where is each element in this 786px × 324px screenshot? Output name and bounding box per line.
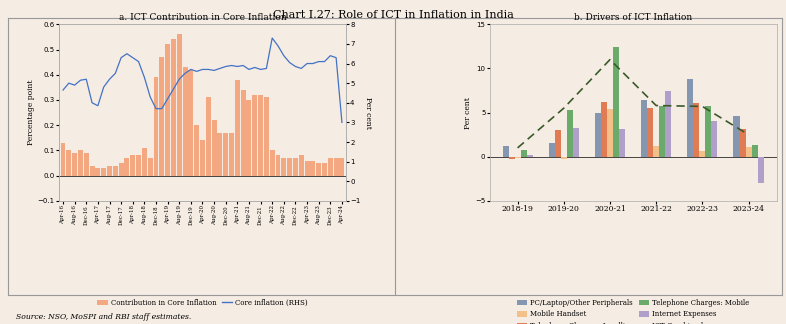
Bar xyxy=(567,110,573,157)
Bar xyxy=(527,155,533,157)
Bar xyxy=(653,146,659,157)
Bar xyxy=(745,147,751,157)
Bar xyxy=(113,166,118,176)
Bar xyxy=(142,148,147,176)
Bar xyxy=(595,113,601,157)
Bar xyxy=(107,166,112,176)
Bar xyxy=(711,122,718,157)
Bar xyxy=(258,95,263,176)
Bar xyxy=(287,158,292,176)
Bar xyxy=(322,163,327,176)
Bar xyxy=(607,109,613,157)
Bar xyxy=(601,102,607,157)
Bar xyxy=(247,100,252,176)
Bar xyxy=(687,79,693,157)
Bar xyxy=(200,140,205,176)
Bar xyxy=(340,158,344,176)
Bar xyxy=(328,158,332,176)
Bar xyxy=(61,143,65,176)
Bar xyxy=(72,153,77,176)
Text: Source: NSO, MoSPI and RBI staff estimates.: Source: NSO, MoSPI and RBI staff estimat… xyxy=(16,313,191,321)
Bar xyxy=(95,168,101,176)
Bar xyxy=(84,153,89,176)
Bar xyxy=(520,150,527,157)
Bar xyxy=(573,129,578,157)
Bar xyxy=(693,103,700,157)
Bar xyxy=(206,98,211,176)
Bar xyxy=(641,100,647,157)
Title: b. Drivers of ICT Inflation: b. Drivers of ICT Inflation xyxy=(574,13,692,22)
Bar xyxy=(740,129,745,157)
Bar xyxy=(758,157,763,183)
Bar xyxy=(136,156,141,176)
Bar xyxy=(281,158,286,176)
ICT Combined xyxy=(652,104,661,108)
Bar xyxy=(235,80,240,176)
Bar xyxy=(560,157,567,158)
Bar xyxy=(659,106,665,157)
Bar xyxy=(194,125,199,176)
Bar xyxy=(160,57,164,176)
Bar xyxy=(310,160,315,176)
Y-axis label: Per cent: Per cent xyxy=(465,97,472,129)
Bar xyxy=(78,150,83,176)
Y-axis label: Percentage point: Percentage point xyxy=(27,80,35,145)
Bar xyxy=(223,133,228,176)
ICT Combined xyxy=(698,104,707,108)
ICT Combined xyxy=(605,58,615,62)
Bar xyxy=(316,163,321,176)
Bar xyxy=(90,166,94,176)
Legend: PC/Laptop/Other Peripherals, Mobile Handset, Telephone Charges: Landline, Teleph: PC/Laptop/Other Peripherals, Mobile Hand… xyxy=(514,296,752,324)
Bar xyxy=(148,158,152,176)
Bar xyxy=(130,156,135,176)
Bar xyxy=(264,98,269,176)
Bar xyxy=(241,90,245,176)
Bar xyxy=(700,151,705,157)
Bar xyxy=(276,156,281,176)
Bar xyxy=(665,90,671,157)
Bar xyxy=(705,106,711,157)
Bar xyxy=(66,150,72,176)
Bar xyxy=(502,146,509,157)
Bar xyxy=(218,133,222,176)
ICT Combined xyxy=(744,133,753,137)
Line: ICT Combined: ICT Combined xyxy=(517,60,748,148)
Bar xyxy=(153,77,159,176)
Bar xyxy=(165,44,170,176)
Bar xyxy=(299,156,303,176)
Title: a. ICT Contribution in Core Inflation: a. ICT Contribution in Core Inflation xyxy=(119,13,286,22)
ICT Combined xyxy=(559,106,568,110)
Bar xyxy=(189,70,193,176)
Legend: Contribution in Core Inflation, Core inflation (RHS): Contribution in Core Inflation, Core inf… xyxy=(94,296,310,310)
Bar xyxy=(270,150,274,176)
Bar xyxy=(549,143,555,157)
Bar xyxy=(171,40,176,176)
Bar xyxy=(101,168,106,176)
Bar xyxy=(124,158,130,176)
Bar xyxy=(619,129,625,157)
Text: Chart I.27: Role of ICT in Inflation in India: Chart I.27: Role of ICT in Inflation in … xyxy=(273,10,513,20)
Bar xyxy=(177,34,182,176)
Bar xyxy=(555,130,560,157)
Bar xyxy=(293,158,298,176)
Bar xyxy=(647,108,653,157)
Bar xyxy=(333,158,339,176)
Bar xyxy=(733,116,740,157)
Y-axis label: Per cent: Per cent xyxy=(364,97,372,129)
Bar xyxy=(252,95,257,176)
Bar xyxy=(613,47,619,157)
Bar xyxy=(182,67,188,176)
Bar xyxy=(751,145,758,157)
ICT Combined xyxy=(512,146,522,150)
Bar xyxy=(211,120,217,176)
Bar xyxy=(229,133,234,176)
Bar xyxy=(305,160,310,176)
Bar xyxy=(119,163,123,176)
Bar xyxy=(509,157,515,158)
